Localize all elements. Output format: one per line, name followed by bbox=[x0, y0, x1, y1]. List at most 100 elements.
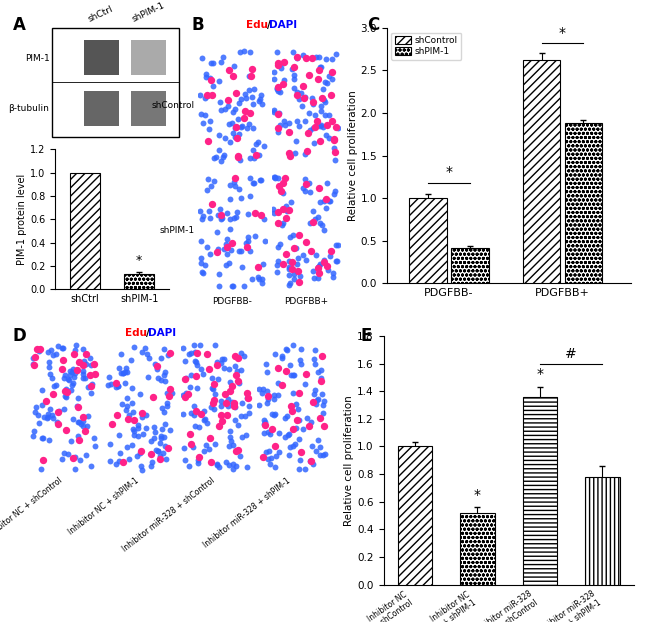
Point bbox=[196, 258, 206, 268]
Point bbox=[219, 244, 229, 254]
Point bbox=[242, 392, 252, 402]
Point bbox=[74, 417, 85, 427]
Point bbox=[129, 426, 139, 436]
Point bbox=[309, 122, 320, 132]
Point bbox=[162, 443, 173, 453]
Point bbox=[153, 446, 163, 456]
Point bbox=[216, 57, 226, 67]
Point bbox=[279, 57, 289, 67]
Point bbox=[248, 179, 259, 188]
Point bbox=[45, 404, 55, 414]
Point bbox=[324, 195, 334, 205]
Point bbox=[285, 151, 296, 161]
Point bbox=[216, 401, 226, 411]
Point bbox=[59, 373, 70, 383]
Point bbox=[242, 393, 253, 403]
Bar bbox=[131, 40, 166, 75]
Point bbox=[242, 462, 252, 471]
Point bbox=[270, 409, 280, 419]
Point bbox=[155, 375, 166, 385]
Point bbox=[225, 432, 235, 442]
Point bbox=[301, 53, 311, 63]
Point bbox=[214, 76, 224, 86]
Point bbox=[78, 412, 88, 422]
Point bbox=[127, 440, 138, 450]
Point bbox=[220, 132, 231, 142]
Point bbox=[215, 358, 226, 368]
Point bbox=[227, 238, 237, 248]
Point bbox=[313, 273, 323, 283]
Point bbox=[113, 381, 124, 391]
Point bbox=[45, 369, 55, 379]
Point bbox=[289, 62, 300, 72]
Point bbox=[121, 405, 131, 415]
Point bbox=[273, 82, 283, 92]
Point bbox=[305, 187, 315, 197]
Point bbox=[129, 430, 140, 440]
Point bbox=[250, 150, 261, 160]
Bar bbox=[460, 513, 495, 585]
Point bbox=[270, 440, 280, 450]
Point bbox=[136, 346, 147, 356]
Point bbox=[298, 81, 308, 91]
Point bbox=[315, 62, 325, 72]
Point bbox=[202, 91, 213, 101]
Point bbox=[291, 266, 302, 276]
Point bbox=[242, 242, 252, 252]
Point bbox=[126, 355, 136, 364]
Point bbox=[240, 238, 251, 248]
Point bbox=[140, 343, 150, 353]
Point bbox=[277, 379, 287, 389]
Point bbox=[78, 360, 88, 370]
Point bbox=[289, 269, 299, 279]
Point bbox=[307, 441, 317, 451]
Point bbox=[106, 379, 116, 389]
Text: E: E bbox=[361, 327, 372, 345]
Point bbox=[29, 360, 39, 370]
Text: Inhibitor NC + shPIM-1: Inhibitor NC + shPIM-1 bbox=[66, 476, 140, 536]
Point bbox=[48, 413, 58, 423]
Point bbox=[214, 421, 224, 431]
Point bbox=[268, 105, 279, 115]
Bar bbox=[585, 477, 619, 585]
Point bbox=[160, 376, 170, 386]
Point bbox=[287, 388, 298, 397]
Point bbox=[278, 188, 288, 198]
Point bbox=[129, 415, 139, 425]
Point bbox=[80, 426, 90, 436]
Point bbox=[214, 130, 224, 140]
Point bbox=[265, 429, 275, 439]
Point bbox=[90, 442, 100, 452]
Point bbox=[32, 344, 42, 354]
Point bbox=[135, 389, 146, 399]
Point bbox=[242, 388, 252, 398]
Point bbox=[164, 391, 174, 401]
Point bbox=[313, 263, 323, 273]
Point bbox=[318, 400, 328, 410]
Point bbox=[104, 372, 114, 382]
Point bbox=[113, 363, 124, 373]
Point bbox=[53, 341, 64, 351]
Point bbox=[278, 79, 289, 89]
Point bbox=[288, 424, 298, 434]
Point bbox=[224, 119, 234, 129]
Point bbox=[231, 211, 241, 221]
Point bbox=[68, 364, 79, 374]
Point bbox=[185, 382, 196, 392]
Point bbox=[266, 424, 277, 434]
Point bbox=[86, 388, 96, 397]
Point bbox=[127, 383, 137, 393]
Point bbox=[78, 366, 88, 376]
Point bbox=[209, 389, 220, 399]
Bar bbox=[131, 91, 166, 126]
Point bbox=[280, 412, 291, 422]
Point bbox=[244, 407, 254, 417]
Point bbox=[244, 401, 255, 411]
Point bbox=[233, 420, 243, 430]
Point bbox=[89, 433, 99, 443]
Point bbox=[231, 445, 241, 455]
Point bbox=[315, 119, 326, 129]
Point bbox=[72, 431, 83, 441]
Point bbox=[229, 213, 239, 223]
Point bbox=[188, 442, 199, 452]
